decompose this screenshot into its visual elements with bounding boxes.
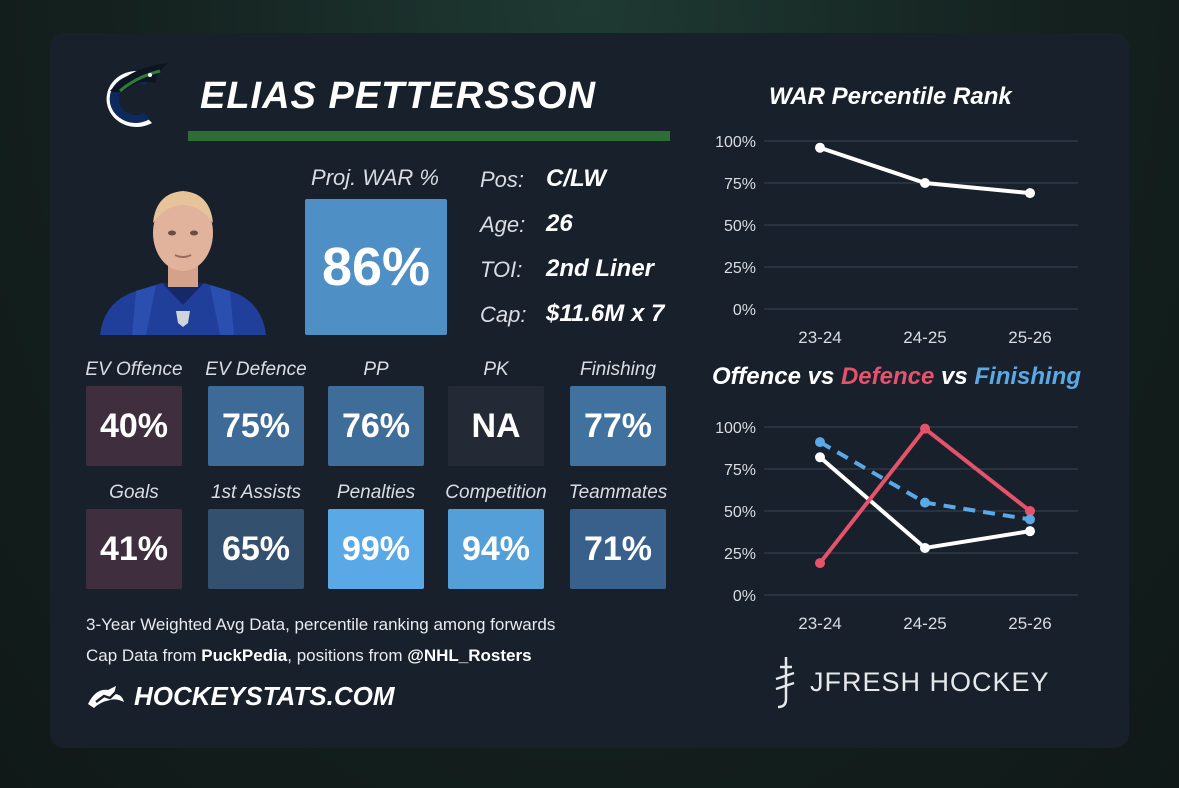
chart-2-point-defence [815,558,825,569]
chart-1-xtick-label: 25-26 [1008,328,1051,347]
stat-label-ev-offence: EV Offence [85,359,183,380]
chart-1-ytick-label: 50% [724,218,756,235]
chart-2-title-defence: Defence [840,363,935,390]
hockeystats-brand-text: HOCKEYSTATS.COM [134,681,395,711]
stat-card: ELIAS PETTERSSON Proj. WAR % 86% Pos: C/… [50,33,1129,748]
stat-box-penalties: 99% [328,509,424,589]
age-label: Age: [480,212,526,237]
stat-box-teammates: 71% [570,509,666,589]
stat-value-goals: 41% [99,529,169,568]
chart-1-ytick-label: 0% [733,302,756,319]
chart-2-series-line-finishing [819,440,1031,522]
chart-2-ytick-label: 50% [724,504,756,521]
war-percentile-chart: 0% 25% 50% 75% 100% 23-24 24-25 25-26 [715,134,1078,347]
chart-1-point-0 [815,142,825,153]
cap-value: $11.6M x 7 [546,300,665,327]
canucks-logo-icon [106,63,168,127]
jfresh-brand: JFRESH HOCKEY [772,655,1050,709]
stat-value-competition: 94% [461,529,531,568]
chart-1-point-0 [1025,188,1035,199]
nhl-rosters-link[interactable]: @NHL_Rosters [407,646,532,665]
chart-2-point-finishing [920,497,930,508]
stat-label-penalties: Penalties [336,482,416,503]
chart-2-title-vs-1: vs [800,363,841,390]
chart-1-ytick-label: 75% [724,176,756,193]
footer-note: 3-Year Weighted Avg Data, percentile ran… [86,615,556,634]
footer-sources-mid: , positions from [287,646,408,665]
chart-2-title-finishing: Finishing [974,363,1082,390]
stat-box-finishing: 77% [570,386,666,466]
chart-2-point-defence [1025,506,1035,516]
chart-2-series-line-defence [818,426,1032,565]
chart-2-ytick-label: 0% [733,588,756,605]
chart-2-point-offence [920,542,930,553]
hockeystats-brand: HOCKEYSTATS.COM [86,681,394,712]
age-value: 26 [546,210,573,237]
stat-box-pp: 76% [328,386,424,466]
proj-war-value: 86% [321,237,431,297]
footer-sources: Cap Data from PuckPedia, positions from … [86,646,532,666]
puckpedia-link[interactable]: PuckPedia [201,646,288,665]
stat-value-pp: 76% [341,406,411,445]
chart-1-point-0 [920,178,930,188]
proj-war-box: 86% [305,199,447,335]
chart-2-point-defence [920,423,930,434]
stat-value-teammates: 71% [583,529,653,568]
stat-value-ev-defence: 75% [221,406,291,445]
name-underline [188,131,670,141]
stat-box-ev-defence: 75% [208,386,304,466]
toi-label: TOI: [480,257,523,282]
footer-sources-prefix: Cap Data from [86,646,202,665]
stat-box-1st-assists: 65% [208,509,304,589]
pos-value: C/LW [546,165,606,192]
toi-value: 2nd Liner [546,255,655,282]
stat-value-penalties: 99% [341,529,411,568]
pos-label: Pos: [480,167,525,192]
stat-label-pk: PK [483,359,509,380]
player-photo [100,191,266,335]
stat-label-competition: Competition [445,482,547,503]
jfresh-logo-icon [775,657,795,709]
stat-label-teammates: Teammates [568,482,668,503]
stat-value-finishing: 77% [583,406,653,445]
chart-1-ytick-label: 25% [724,260,756,277]
chart-2-ytick-label: 75% [724,462,756,479]
chart-2-ytick-label: 25% [724,546,756,563]
offence-defence-finishing-chart: 0% 25% 50% 75% 100% 23-24 24-25 25-26 [715,420,1078,633]
stat-label-1st-assists: 1st Assists [210,482,302,503]
proj-war-label: Proj. WAR % [311,165,439,190]
cap-label: Cap: [480,302,527,327]
stat-value-1st-assists: 65% [221,529,291,568]
stat-label-finishing: Finishing [579,359,657,380]
chart-2-point-offence [1025,526,1035,537]
chart-2-xtick-label: 24-25 [903,614,946,633]
stat-box-goals: 41% [86,509,182,589]
chart-1-title: WAR Percentile Rank [769,83,1012,110]
chart-2-title-offence: Offence [712,363,801,390]
chart-2-xtick-label: 23-24 [798,614,841,633]
chart-2-xtick-label: 25-26 [1008,614,1051,633]
stat-label-goals: Goals [109,482,159,503]
chart-2-ytick-label: 100% [715,420,756,437]
hockeystats-logo-icon [88,685,124,708]
stat-value-ev-offence: 40% [99,406,169,445]
stat-label-ev-defence: EV Defence [205,359,307,380]
chart-2-title-vs-2: vs [934,363,975,390]
chart-1-xtick-label: 23-24 [798,328,841,347]
chart-1-ytick-label: 100% [715,134,756,151]
chart-2-point-finishing [1025,514,1035,525]
stat-box-ev-offence: 40% [86,386,182,466]
chart-2-point-finishing [815,437,825,448]
chart-1-xtick-label: 24-25 [903,328,946,347]
stat-value-pk: NA [471,406,521,445]
stat-box-competition: 94% [448,509,544,589]
chart-2-point-offence [815,452,825,463]
stat-label-pp: PP [363,359,389,380]
jfresh-brand-text: JFRESH HOCKEY [810,666,1050,697]
player-name: ELIAS PETTERSSON [200,75,597,117]
stat-box-pk: NA [448,386,544,466]
chart-2-title: Offence vs Defence vs Finishing [712,363,1081,391]
